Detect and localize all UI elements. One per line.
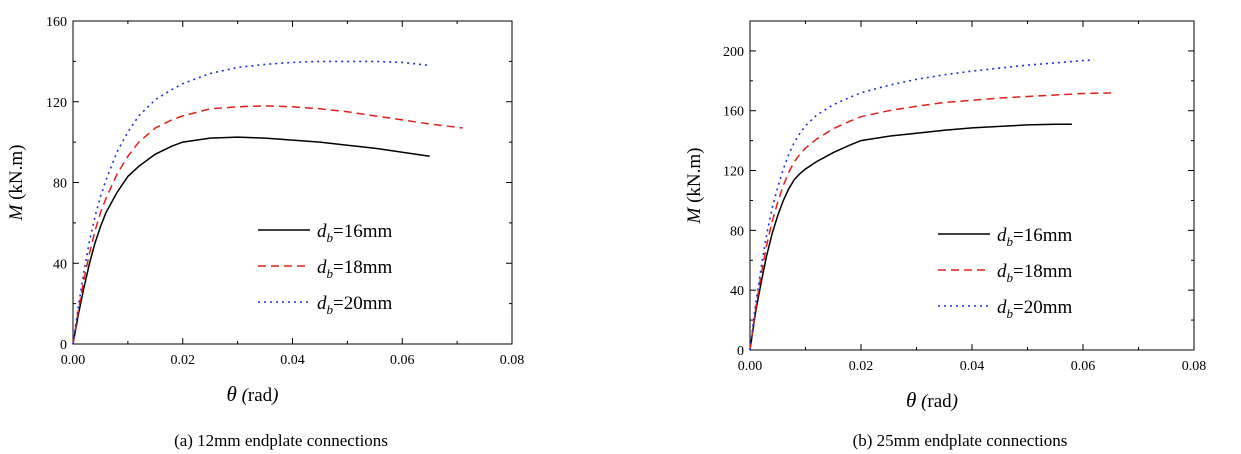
x-tick-label: 0.06 <box>390 353 415 368</box>
chart-caption: (b) 25mm endplate connections <box>853 431 1068 450</box>
y-tick-label: 200 <box>723 45 744 60</box>
y-tick-label: 160 <box>723 105 744 120</box>
y-tick-label: 80 <box>53 177 67 192</box>
legend-label-1: db=16mm <box>997 225 1072 249</box>
chart-panel-b: 0.00 0.02 0.04 0.06 0.08 0 40 80 120 160 200 db=16m… <box>684 20 1207 450</box>
series-line-1 <box>749 123 1072 351</box>
x-tick-label: 0.02 <box>171 353 196 368</box>
y-axis-title: M (kN.m) <box>684 148 705 225</box>
x-tick-label: 0.00 <box>738 359 763 374</box>
y-tick-label: 160 <box>46 15 67 30</box>
x-axis-title: θ (rad) <box>906 388 958 412</box>
plot-frame <box>749 20 1195 351</box>
x-tick-label: 0.02 <box>849 359 874 374</box>
legend-label-3: db=20mm <box>317 293 392 317</box>
series-line-2 <box>72 105 463 345</box>
legend-label-2: db=18mm <box>997 261 1072 285</box>
plot-frame <box>72 20 513 345</box>
y-tick-label: 0 <box>737 344 744 359</box>
series-line-2 <box>749 92 1117 351</box>
series-line-1 <box>72 136 430 345</box>
y-axis-title: M (kN.m) <box>6 145 27 222</box>
series-line-3 <box>749 59 1095 351</box>
x-tick-label: 0.06 <box>1071 359 1096 374</box>
y-tick-label: 0 <box>60 338 67 353</box>
legend-label-3: db=20mm <box>997 297 1072 321</box>
legend-label-1: db=16mm <box>317 221 392 245</box>
x-tick-label: 0.08 <box>500 353 525 368</box>
y-tick-label: 120 <box>46 96 67 111</box>
chart-caption: (a) 12mm endplate connections <box>174 431 388 450</box>
y-tick-label: 40 <box>730 284 744 299</box>
y-tick-label: 120 <box>723 165 744 180</box>
x-tick-label: 0.00 <box>61 353 86 368</box>
x-axis-title: θ (rad) <box>227 382 279 406</box>
x-tick-label: 0.04 <box>280 353 305 368</box>
y-tick-label: 40 <box>53 257 67 272</box>
chart-panel-a: 0.00 0.02 0.04 0.06 0.08 0 40 80 120 160 db=16mm db… <box>6 15 524 450</box>
x-tick-label: 0.04 <box>960 359 985 374</box>
legend-label-2: db=18mm <box>317 257 392 281</box>
x-tick-label: 0.08 <box>1182 359 1207 374</box>
y-tick-label: 80 <box>730 224 744 239</box>
